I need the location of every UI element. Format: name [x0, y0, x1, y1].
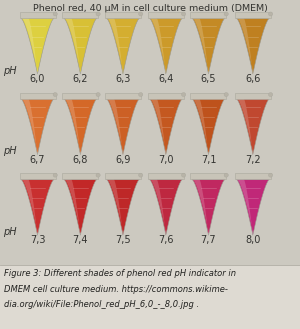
Text: 7,1: 7,1 — [201, 155, 216, 164]
Polygon shape — [64, 99, 97, 155]
Text: 6,3: 6,3 — [115, 74, 131, 84]
Ellipse shape — [224, 92, 228, 96]
Ellipse shape — [182, 173, 186, 177]
Polygon shape — [22, 99, 38, 155]
Ellipse shape — [53, 173, 57, 177]
Ellipse shape — [268, 12, 273, 16]
Text: 7,6: 7,6 — [158, 235, 174, 245]
Ellipse shape — [139, 12, 143, 16]
Bar — [0, 265, 300, 329]
Bar — [62, 93, 98, 99]
Text: 6,6: 6,6 — [245, 74, 261, 84]
Ellipse shape — [268, 173, 273, 177]
Text: 7,0: 7,0 — [158, 155, 174, 164]
Bar — [190, 173, 226, 179]
Polygon shape — [106, 179, 140, 235]
Polygon shape — [192, 99, 225, 155]
Text: 6,4: 6,4 — [158, 74, 174, 84]
Bar — [148, 173, 184, 179]
Polygon shape — [149, 179, 182, 235]
Bar — [235, 93, 271, 99]
Text: 7,5: 7,5 — [115, 235, 131, 245]
Polygon shape — [150, 99, 167, 155]
Polygon shape — [236, 99, 269, 155]
Bar — [105, 12, 141, 18]
Bar — [235, 173, 271, 179]
Text: DMEM cell culture medium. https://commons.wikime-: DMEM cell culture medium. https://common… — [4, 285, 227, 293]
Polygon shape — [150, 179, 167, 235]
Bar — [148, 93, 184, 99]
Ellipse shape — [96, 92, 100, 96]
Text: pH: pH — [3, 146, 16, 156]
Text: 7,2: 7,2 — [245, 155, 261, 164]
Polygon shape — [22, 179, 38, 235]
Bar — [62, 173, 98, 179]
Text: 6,8: 6,8 — [73, 155, 88, 164]
Polygon shape — [107, 99, 124, 155]
Text: 7,4: 7,4 — [73, 235, 88, 245]
Bar — [105, 173, 141, 179]
Ellipse shape — [268, 92, 273, 96]
Bar — [20, 173, 56, 179]
Bar — [105, 93, 141, 99]
Text: 6,5: 6,5 — [201, 74, 216, 84]
Ellipse shape — [224, 173, 228, 177]
Text: 6,2: 6,2 — [73, 74, 88, 84]
Polygon shape — [21, 179, 54, 235]
Ellipse shape — [96, 173, 100, 177]
Polygon shape — [237, 179, 254, 235]
Bar — [190, 12, 226, 18]
Polygon shape — [193, 179, 209, 235]
Text: 6,9: 6,9 — [115, 155, 131, 164]
Polygon shape — [237, 18, 254, 74]
Bar — [148, 12, 184, 18]
Polygon shape — [64, 179, 97, 235]
Polygon shape — [107, 179, 124, 235]
Text: 7,3: 7,3 — [30, 235, 45, 245]
Ellipse shape — [224, 12, 228, 16]
Polygon shape — [64, 18, 97, 74]
Text: dia.org/wiki/File:Phenol_red_pH_6,0_-_8,0.jpg .: dia.org/wiki/File:Phenol_red_pH_6,0_-_8,… — [4, 300, 199, 309]
Polygon shape — [192, 179, 225, 235]
Polygon shape — [193, 99, 209, 155]
Bar — [20, 12, 56, 18]
Text: 6,0: 6,0 — [30, 74, 45, 84]
Text: Phenol red, 40 μM in cell culture medium (DMEM): Phenol red, 40 μM in cell culture medium… — [33, 4, 267, 13]
Polygon shape — [107, 18, 124, 74]
Polygon shape — [106, 18, 140, 74]
Polygon shape — [65, 99, 81, 155]
Ellipse shape — [139, 173, 143, 177]
Polygon shape — [150, 18, 167, 74]
Polygon shape — [65, 18, 81, 74]
Polygon shape — [149, 18, 182, 74]
Polygon shape — [193, 18, 209, 74]
Text: pH: pH — [3, 227, 16, 237]
Polygon shape — [237, 99, 254, 155]
Ellipse shape — [182, 12, 186, 16]
Ellipse shape — [53, 92, 57, 96]
Polygon shape — [21, 99, 54, 155]
Polygon shape — [236, 179, 269, 235]
Ellipse shape — [139, 92, 143, 96]
Bar — [235, 12, 271, 18]
Polygon shape — [65, 179, 81, 235]
Ellipse shape — [96, 12, 100, 16]
Text: 8,0: 8,0 — [245, 235, 261, 245]
Polygon shape — [236, 18, 269, 74]
Bar — [20, 93, 56, 99]
Text: pH: pH — [3, 66, 16, 76]
Polygon shape — [21, 18, 54, 74]
Bar — [190, 93, 226, 99]
Polygon shape — [106, 99, 140, 155]
Polygon shape — [22, 18, 38, 74]
Text: 6,7: 6,7 — [30, 155, 45, 164]
Polygon shape — [192, 18, 225, 74]
Bar — [62, 12, 98, 18]
Text: 7,7: 7,7 — [201, 235, 216, 245]
Text: Figure 3: Different shades of phenol red pH indicator in: Figure 3: Different shades of phenol red… — [4, 269, 236, 278]
Ellipse shape — [53, 12, 57, 16]
Polygon shape — [149, 99, 182, 155]
Ellipse shape — [182, 92, 186, 96]
